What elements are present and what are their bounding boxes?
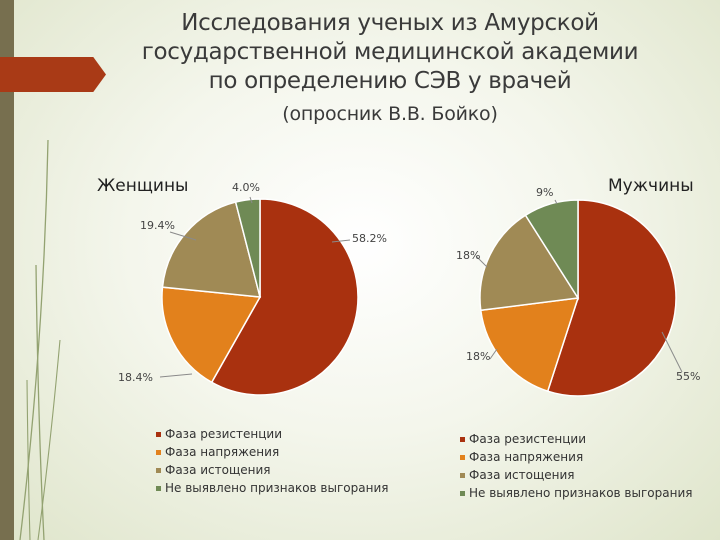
men-slice-0 bbox=[546, 199, 677, 397]
women-slice-0 bbox=[210, 198, 359, 396]
men-slice-2 bbox=[479, 214, 580, 312]
men-chart-title: Мужчины bbox=[608, 176, 694, 196]
women-legend-item: Фаза истощения bbox=[156, 461, 388, 479]
men-data-label-0: 55% bbox=[676, 370, 700, 383]
women-legend-item: Фаза резистенции bbox=[156, 425, 388, 443]
men-slice-3 bbox=[524, 199, 579, 301]
legend-swatch bbox=[156, 467, 161, 473]
women-legend-item: Фаза напряжения bbox=[156, 443, 388, 461]
legend-label: Фаза напряжения bbox=[469, 450, 584, 464]
women-data-label-3: 4.0% bbox=[232, 181, 260, 194]
men-leader-line-1 bbox=[489, 348, 498, 360]
men-leader-line-3 bbox=[554, 199, 558, 205]
women-slice-1 bbox=[161, 286, 262, 384]
women-leader-line-3 bbox=[249, 196, 253, 204]
women-chart-title: Женщины bbox=[97, 176, 189, 196]
women-slice-3 bbox=[234, 198, 261, 298]
legend-swatch bbox=[156, 485, 161, 491]
men-legend-item: Фаза истощения bbox=[460, 466, 692, 484]
slide-subtitle: (опросник В.В. Бойко) bbox=[282, 103, 498, 125]
title-line: Исследования ученых из Амурской bbox=[181, 10, 599, 36]
legend-swatch bbox=[156, 431, 161, 437]
men-legend-item: Не выявлено признаков выгорания bbox=[460, 484, 692, 502]
women-slice-2 bbox=[161, 201, 261, 298]
men-leader-line-2 bbox=[475, 255, 488, 268]
men-legend-item: Фаза напряжения bbox=[460, 448, 692, 466]
women-leader-line-1 bbox=[159, 373, 193, 378]
legend-label: Фаза напряжения bbox=[165, 445, 280, 459]
red-accent-tab bbox=[0, 57, 106, 92]
title-line: по определению СЭВ у врачей bbox=[208, 68, 572, 94]
legend-swatch bbox=[156, 449, 161, 455]
women-legend: Фаза резистенции Фаза напряжения Фаза исто… bbox=[156, 425, 388, 497]
left-sidebar-bar bbox=[0, 0, 14, 540]
legend-swatch bbox=[460, 454, 465, 460]
legend-swatch bbox=[460, 436, 465, 442]
women-data-label-2: 19.4% bbox=[140, 219, 175, 232]
legend-swatch bbox=[460, 472, 465, 478]
women-data-label-1: 18.4% bbox=[118, 371, 153, 384]
legend-label: Фаза истощения bbox=[165, 463, 271, 477]
men-slice-1 bbox=[479, 297, 580, 393]
legend-label: Фаза резистенции bbox=[469, 432, 586, 446]
men-data-label-2: 18% bbox=[456, 249, 480, 262]
men-leader-line-0 bbox=[661, 331, 683, 373]
legend-label: Фаза истощения bbox=[469, 468, 575, 482]
men-legend-item: Фаза резистенции bbox=[460, 430, 692, 448]
men-data-label-1: 18% bbox=[466, 350, 490, 363]
women-data-label-0: 58.2% bbox=[352, 232, 387, 245]
legend-label: Не выявлено признаков выгорания bbox=[165, 481, 389, 495]
legend-swatch bbox=[460, 490, 465, 496]
men-legend: Фаза резистенции Фаза напряжения Фаза исто… bbox=[460, 430, 692, 502]
slide-title: Исследования ученых из Амурской государс… bbox=[120, 9, 660, 96]
women-leader-line-0 bbox=[331, 239, 351, 243]
women-leader-line-2 bbox=[169, 231, 197, 241]
men-data-label-3: 9% bbox=[536, 186, 553, 199]
legend-label: Не выявлено признаков выгорания bbox=[469, 486, 693, 500]
title-line: государственной медицинской академии bbox=[141, 39, 639, 65]
women-legend-item: Не выявлено признаков выгорания bbox=[156, 479, 388, 497]
legend-label: Фаза резистенции bbox=[165, 427, 282, 441]
